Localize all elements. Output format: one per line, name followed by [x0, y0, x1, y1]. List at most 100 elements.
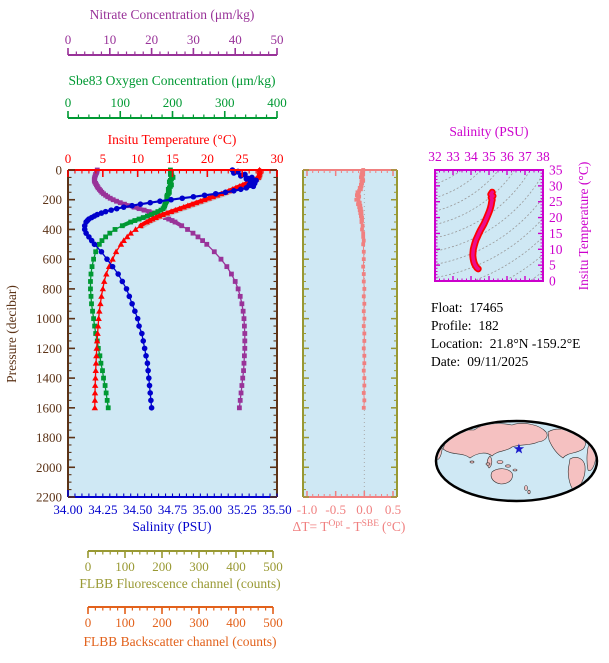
svg-text:0: 0 [549, 274, 556, 289]
svg-text:35.25: 35.25 [228, 502, 257, 517]
svg-text:100: 100 [115, 559, 135, 574]
backscatter-axis-title: FLBB Backscatter channel (counts) [83, 634, 276, 649]
svg-text:34.75: 34.75 [158, 502, 187, 517]
svg-text:35: 35 [482, 149, 496, 164]
svg-text:400: 400 [226, 559, 246, 574]
svg-text:0: 0 [85, 559, 92, 574]
svg-text:400: 400 [226, 615, 246, 630]
svg-text:100: 100 [111, 95, 131, 110]
svg-text:1200: 1200 [36, 341, 62, 356]
svg-text:50: 50 [271, 32, 284, 47]
salinity-axis-title: Salinity (PSU) [132, 519, 211, 534]
float-location-star [513, 443, 525, 454]
svg-text:600: 600 [43, 252, 63, 267]
svg-text:32: 32 [428, 149, 442, 164]
svg-text:0: 0 [65, 95, 72, 110]
ts-background [435, 170, 543, 281]
oxygen-axis: 0 100 200 300 400 [65, 95, 287, 119]
svg-text:38: 38 [536, 149, 550, 164]
svg-text:36: 36 [500, 149, 514, 164]
delta-label-mid: - T [346, 519, 363, 534]
svg-text:20: 20 [201, 151, 214, 166]
svg-text:34: 34 [464, 149, 478, 164]
svg-text:35.50: 35.50 [262, 502, 291, 517]
ts-temperature-axis-title: Insitu Temperature (°C) [576, 162, 591, 291]
svg-text:5: 5 [549, 258, 556, 273]
svg-text:800: 800 [43, 281, 63, 296]
svg-text:200: 200 [152, 559, 172, 574]
svg-text:10: 10 [103, 32, 116, 47]
profile-value: 182 [479, 318, 499, 333]
svg-text:1400: 1400 [36, 371, 62, 386]
svg-text:20: 20 [145, 32, 158, 47]
svg-text:-1.0: -1.0 [297, 502, 318, 517]
backscatter-axis: 0 100 200 300 400 500 [85, 606, 283, 630]
series-salinity [81, 167, 259, 411]
float-id-label: Float: [431, 300, 463, 315]
profile-plot-panel: 0 5 10 15 20 25 30 34.00 34.25 34.50 34.75 35.00 35.… [36, 151, 292, 517]
svg-text:30: 30 [187, 32, 200, 47]
svg-text:20: 20 [549, 210, 563, 225]
svg-text:-0.5: -0.5 [325, 502, 346, 517]
delta-t-background [303, 170, 397, 497]
svg-text:34.50: 34.50 [123, 502, 152, 517]
svg-text:0: 0 [65, 32, 72, 47]
delta-label-sup-sbe: SBE [362, 519, 380, 529]
svg-text:0.0: 0.0 [356, 502, 372, 517]
location-value: 21.8°N -159.2°E [490, 336, 581, 351]
svg-text:2200: 2200 [36, 490, 62, 505]
delta-label-prefix: ΔT= T [293, 519, 330, 534]
svg-text:0: 0 [85, 615, 92, 630]
profile-line: Profile: 182 [431, 318, 499, 333]
svg-text:400: 400 [43, 222, 63, 237]
profile-label: Profile: [431, 318, 472, 333]
delta-t-panel: -1.0 -0.5 0.0 0.5 [297, 168, 401, 517]
svg-text:400: 400 [267, 95, 287, 110]
svg-text:34.25: 34.25 [88, 502, 117, 517]
date-line: Date: 09/11/2025 [431, 354, 529, 369]
profile-plot-frame: 0 5 10 15 20 25 30 34.00 34.25 34.50 34.75 35.00 35.… [36, 151, 292, 517]
delta-label-suffix: (°C) [382, 519, 405, 534]
date-value: 09/11/2025 [467, 354, 528, 369]
fluorescence-axis-title: FLBB Fluorescence channel (counts) [79, 576, 280, 591]
svg-text:0.5: 0.5 [385, 502, 401, 517]
svg-text:5: 5 [100, 151, 107, 166]
date-label: Date: [431, 354, 460, 369]
svg-text:15: 15 [549, 226, 563, 241]
float-id-line: Float: 17465 [431, 300, 504, 315]
fluorescence-axis: 0 100 200 300 400 500 [85, 550, 283, 574]
svg-text:0: 0 [56, 163, 63, 178]
svg-text:40: 40 [229, 32, 242, 47]
svg-text:200: 200 [43, 192, 63, 207]
svg-text:10: 10 [131, 151, 144, 166]
svg-text:30: 30 [549, 178, 563, 193]
svg-text:25: 25 [549, 194, 563, 209]
map-landmasses [437, 422, 596, 495]
temperature-axis-title: Insitu Temperature (°C) [108, 132, 237, 147]
svg-text:30: 30 [271, 151, 284, 166]
svg-text:300: 300 [215, 95, 235, 110]
svg-text:300: 300 [189, 615, 209, 630]
svg-text:15: 15 [166, 151, 179, 166]
svg-text:25: 25 [236, 151, 249, 166]
location-line: Location: 21.8°N -159.2°E [431, 336, 580, 351]
nitrate-axis-title: Nitrate Concentration (μm/kg) [90, 7, 255, 22]
float-id-value: 17465 [470, 300, 504, 315]
svg-text:35.00: 35.00 [193, 502, 222, 517]
oxygen-axis-title: Sbe83 Oxygen Concentration (μm/kg) [68, 73, 275, 88]
svg-text:500: 500 [263, 559, 283, 574]
delta-t-axis-label: ΔT= TOpt - TSBE (°C) [293, 519, 406, 534]
svg-text:33: 33 [446, 149, 460, 164]
location-label: Location: [431, 336, 483, 351]
svg-text:1800: 1800 [36, 430, 62, 445]
svg-text:1000: 1000 [36, 311, 62, 326]
svg-text:34.00: 34.00 [53, 502, 82, 517]
svg-text:10: 10 [549, 242, 563, 257]
svg-text:300: 300 [189, 559, 209, 574]
svg-text:2000: 2000 [36, 460, 62, 475]
ts-salinity-axis-title: Salinity (PSU) [449, 124, 528, 139]
